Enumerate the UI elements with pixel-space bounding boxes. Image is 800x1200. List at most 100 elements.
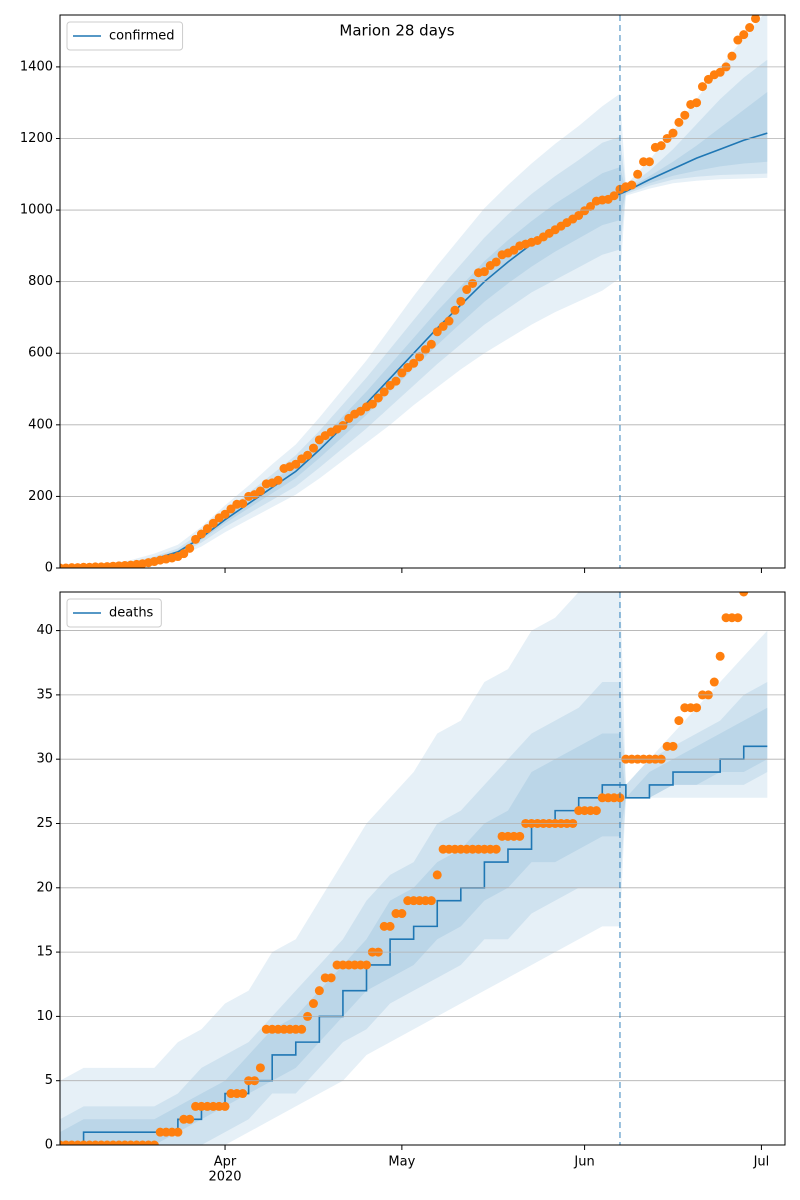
data-point (185, 1114, 195, 1124)
data-point (468, 278, 478, 288)
legend-label: deaths (109, 606, 154, 621)
data-point (733, 35, 743, 45)
data-point (397, 368, 407, 378)
data-point (715, 67, 725, 77)
data-point (238, 499, 248, 509)
x-offset-label: 2020 (208, 1170, 241, 1185)
data-point (208, 518, 218, 528)
data-point (196, 529, 206, 539)
y-tick-label: 800 (28, 274, 53, 289)
y-tick-label: 1000 (20, 203, 53, 218)
data-point (739, 30, 749, 40)
confidence-band (60, 592, 768, 1145)
data-point (173, 1127, 183, 1137)
y-tick-label: 40 (36, 623, 53, 638)
axes-frame (59, 14, 786, 569)
confidence-band (60, 59, 768, 568)
data-point (303, 450, 313, 460)
data-point (415, 352, 425, 362)
data-point (692, 703, 702, 713)
data-point (291, 459, 301, 469)
data-point (191, 534, 201, 544)
data-point (255, 1063, 265, 1073)
data-point (515, 831, 525, 841)
data-point (438, 321, 448, 331)
data-point (444, 316, 454, 326)
data-point (202, 524, 212, 534)
data-point (585, 201, 595, 211)
data-point (674, 117, 684, 127)
data-point (656, 141, 666, 151)
y-tick-label: 400 (28, 417, 53, 432)
data-point (426, 896, 436, 906)
data-point (668, 128, 678, 138)
data-point (709, 677, 719, 687)
data-point (644, 157, 654, 167)
data-point (733, 613, 743, 623)
y-tick-label: 1400 (20, 59, 53, 74)
y-tick-label: 20 (36, 880, 53, 895)
data-point (479, 267, 489, 277)
data-point (432, 870, 442, 880)
data-point (367, 399, 377, 409)
data-point (715, 651, 725, 661)
data-point (308, 443, 318, 453)
y-tick-label: 0 (45, 1138, 53, 1153)
y-tick-label: 35 (36, 687, 53, 702)
data-point (491, 257, 501, 267)
data-point (185, 543, 195, 553)
legend-box (66, 21, 184, 51)
data-point (308, 999, 318, 1009)
data-point (633, 169, 643, 179)
data-point (391, 376, 401, 386)
data-point (397, 909, 407, 919)
data-point (326, 973, 336, 983)
data-point (751, 15, 761, 24)
data-point (385, 921, 395, 931)
x-tick-label: Jun (573, 1155, 594, 1170)
data-point (220, 1101, 230, 1111)
x-tick-label: May (388, 1155, 415, 1170)
data-point (456, 296, 466, 306)
series-line (60, 132, 768, 568)
data-point (432, 327, 442, 337)
data-point (697, 82, 707, 92)
data-point (668, 741, 678, 751)
data-point (692, 98, 702, 108)
legend-label: confirmed (109, 29, 175, 44)
y-tick-label: 15 (36, 945, 53, 960)
data-point (220, 509, 230, 519)
data-point (739, 592, 749, 597)
data-point (491, 844, 501, 854)
data-point (314, 986, 324, 996)
data-point (745, 23, 755, 33)
data-point (450, 305, 460, 315)
y-tick-label: 5 (45, 1073, 53, 1088)
data-point (238, 1089, 248, 1099)
plot-area (60, 15, 768, 568)
data-point (297, 1024, 307, 1034)
data-point (273, 475, 283, 485)
data-point (674, 716, 684, 726)
data-point (379, 387, 389, 397)
data-point (338, 421, 348, 431)
y-tick-label: 600 (28, 346, 53, 361)
y-tick-label: 200 (28, 489, 53, 504)
data-point (373, 393, 383, 403)
y-tick-label: 10 (36, 1009, 53, 1024)
data-point (420, 345, 430, 355)
y-tick-label: 25 (36, 816, 53, 831)
x-tick-label: Jul (753, 1155, 770, 1170)
data-point (627, 180, 637, 190)
y-tick-label: 1200 (20, 131, 53, 146)
data-point (149, 1140, 159, 1145)
data-point (462, 285, 472, 295)
data-point (591, 806, 601, 816)
data-point (680, 110, 690, 120)
x-tick-label: Apr (214, 1155, 237, 1170)
data-point (727, 51, 737, 61)
data-point (362, 960, 372, 970)
y-tick-label: 0 (45, 561, 53, 576)
confidence-band (60, 15, 768, 568)
